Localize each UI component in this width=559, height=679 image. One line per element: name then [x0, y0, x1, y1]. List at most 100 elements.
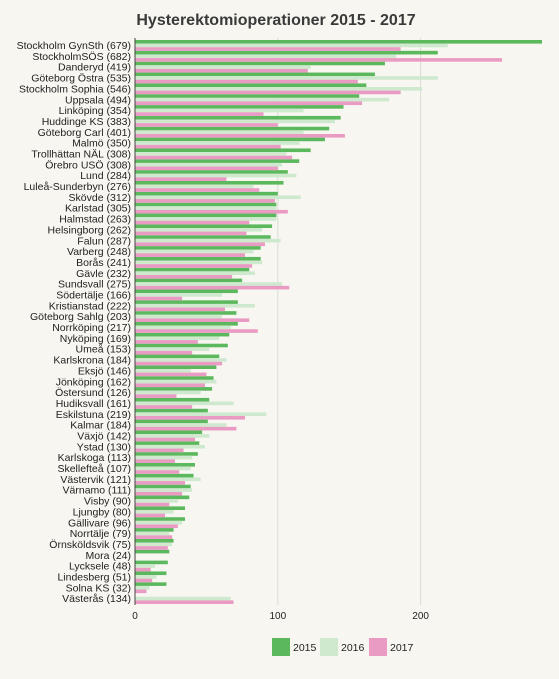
legend-label-2016[interactable]: 2016 [341, 642, 365, 654]
bar-2017-46[interactable] [135, 546, 168, 550]
bar-2015-44[interactable] [135, 517, 185, 521]
bar-2015-42[interactable] [135, 495, 190, 500]
bar-2017-35[interactable] [135, 426, 237, 431]
bar-2017-41[interactable] [135, 491, 183, 496]
bar-2016-50[interactable] [135, 585, 150, 590]
bar-2017-30[interactable] [135, 372, 207, 377]
bar-2016-11[interactable] [135, 162, 283, 167]
legend-label-2015[interactable]: 2015 [293, 642, 317, 654]
bar-2015-10[interactable] [135, 148, 311, 153]
bar-2017-22[interactable] [135, 285, 290, 290]
bar-2017-6[interactable] [135, 112, 264, 116]
bar-2017-26[interactable] [135, 329, 258, 333]
bar-2016-22[interactable] [135, 282, 283, 286]
bar-2015-3[interactable] [135, 72, 375, 77]
bar-2015-9[interactable] [135, 137, 325, 142]
bar-2016-31[interactable] [135, 379, 217, 384]
bar-2017-16[interactable] [135, 220, 250, 225]
bar-2017-3[interactable] [135, 79, 358, 84]
bar-2017-18[interactable] [135, 242, 265, 247]
bar-2017-29[interactable] [135, 361, 223, 366]
bar-2017-32[interactable] [135, 394, 177, 398]
bar-2017-14[interactable] [135, 199, 275, 203]
bar-2015-26[interactable] [135, 322, 238, 326]
bar-2015-6[interactable] [135, 105, 344, 109]
bar-2017-13[interactable] [135, 188, 260, 192]
bar-2016-4[interactable] [135, 87, 423, 91]
bar-2016-49[interactable] [135, 575, 157, 579]
bar-2016-44[interactable] [135, 520, 183, 525]
bar-2015-19[interactable] [135, 246, 261, 250]
bar-2015-33[interactable] [135, 397, 210, 402]
bar-2015-11[interactable] [135, 159, 300, 163]
bar-2016-8[interactable] [135, 130, 304, 134]
bar-2017-4[interactable] [135, 90, 401, 95]
bar-2016-24[interactable] [135, 303, 255, 308]
bar-2016-46[interactable] [135, 542, 173, 547]
bar-2015-28[interactable] [135, 343, 228, 348]
bar-2016-51[interactable] [135, 596, 231, 601]
bar-2017-42[interactable] [135, 502, 170, 507]
bar-2017-21[interactable] [135, 275, 233, 279]
bar-2015-45[interactable] [135, 528, 174, 532]
bar-2015-14[interactable] [135, 191, 278, 196]
bar-2017-43[interactable] [135, 513, 165, 518]
bar-2017-0[interactable] [135, 47, 401, 51]
bar-2015-49[interactable] [135, 571, 167, 576]
bar-2015-32[interactable] [135, 387, 213, 391]
bar-2016-1[interactable] [135, 54, 397, 59]
bar-2015-39[interactable] [135, 463, 195, 467]
bar-2015-35[interactable] [135, 419, 208, 424]
legend-label-2017[interactable]: 2017 [390, 642, 414, 654]
bar-2016-30[interactable] [135, 369, 191, 373]
bar-2017-49[interactable] [135, 578, 153, 583]
bar-2017-36[interactable] [135, 437, 195, 442]
bar-2015-16[interactable] [135, 213, 277, 218]
bar-2016-18[interactable] [135, 238, 281, 243]
bar-2016-5[interactable] [135, 97, 390, 102]
bar-2015-40[interactable] [135, 473, 194, 478]
bar-2016-0[interactable] [135, 43, 448, 48]
bar-2015-47[interactable] [135, 549, 170, 554]
bar-2016-16[interactable] [135, 217, 277, 221]
bar-2016-20[interactable] [135, 260, 263, 265]
bar-2016-39[interactable] [135, 466, 191, 471]
bar-2016-25[interactable] [135, 314, 223, 319]
legend[interactable]: 2015 2016 2017 [272, 638, 414, 656]
bar-2017-39[interactable] [135, 470, 180, 474]
bar-2017-27[interactable] [135, 340, 198, 344]
bar-2017-45[interactable] [135, 535, 173, 539]
bar-2016-6[interactable] [135, 108, 304, 113]
bar-2017-17[interactable] [135, 231, 247, 236]
bar-2015-2[interactable] [135, 61, 385, 66]
bar-2015-30[interactable] [135, 365, 217, 369]
bar-2017-48[interactable] [135, 567, 151, 572]
bar-2017-11[interactable] [135, 166, 278, 171]
bar-2015-25[interactable] [135, 311, 237, 315]
bar-2015-22[interactable] [135, 278, 243, 283]
bar-2017-10[interactable] [135, 155, 293, 160]
bar-2015-34[interactable] [135, 408, 208, 413]
bar-2017-44[interactable] [135, 524, 178, 529]
bar-2017-28[interactable] [135, 350, 193, 355]
bar-2016-2[interactable] [135, 65, 311, 69]
bar-2015-13[interactable] [135, 181, 284, 185]
bar-2015-50[interactable] [135, 582, 167, 586]
bar-2015-27[interactable] [135, 332, 230, 337]
bar-2015-5[interactable] [135, 94, 360, 98]
bar-2017-33[interactable] [135, 405, 193, 409]
bar-2016-45[interactable] [135, 531, 170, 536]
bar-2015-37[interactable] [135, 441, 200, 445]
bar-2015-8[interactable] [135, 126, 330, 131]
bar-2017-19[interactable] [135, 253, 245, 257]
bar-2016-32[interactable] [135, 390, 201, 395]
bar-2017-20[interactable] [135, 264, 253, 268]
bar-2015-7[interactable] [135, 115, 341, 120]
bar-2015-38[interactable] [135, 452, 198, 456]
bar-2017-9[interactable] [135, 144, 281, 149]
bar-2017-23[interactable] [135, 296, 183, 301]
bar-2017-15[interactable] [135, 209, 288, 214]
bar-2016-48[interactable] [135, 564, 155, 568]
bar-2017-40[interactable] [135, 481, 185, 485]
bar-2016-28[interactable] [135, 347, 210, 351]
